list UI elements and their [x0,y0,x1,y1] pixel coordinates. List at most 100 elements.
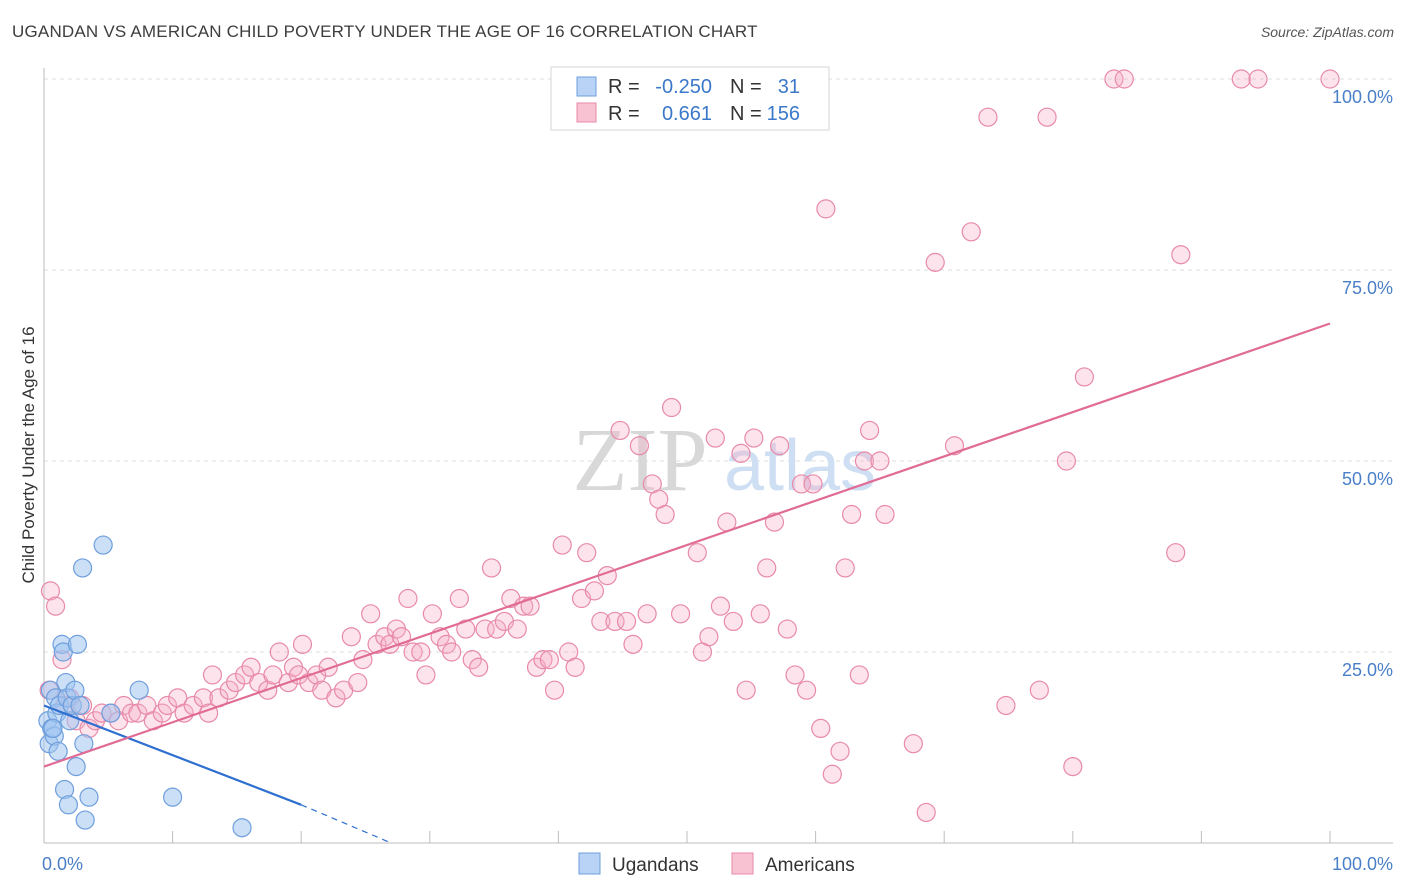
american-point [577,543,597,563]
american-point [269,642,289,662]
watermark-zip: ZIP [573,411,708,510]
american-point [45,596,66,616]
y-tick-label: 75.0% [1342,278,1393,298]
legend-r-ugandans: -0.250 [655,76,712,98]
ugandan-point [232,818,252,838]
american-point [318,657,338,677]
ugandan-point [75,810,95,830]
legend: R = -0.250 N = 31 R = 0.661 N = 156 [550,66,830,131]
american-point [292,634,313,654]
legend-n-label: N = [730,76,762,98]
american-point [835,558,855,578]
y-tick-label: 25.0% [1342,660,1393,680]
bottom-legend-americans: Americans [765,855,855,876]
legend-swatch-ugandans [576,76,597,97]
american-point [1104,69,1124,89]
y-tick-label: 100.0% [1332,87,1393,107]
legend-n-ugandans: 31 [778,76,800,98]
american-point [860,420,880,441]
american-point [978,107,998,127]
ugandan-point [70,695,90,716]
american-point [710,596,731,616]
chart-title: UGANDAN VS AMERICAN CHILD POVERTY UNDER … [12,22,758,41]
american-point [796,680,817,700]
american-point [723,611,743,632]
american-trend-line [43,322,1331,768]
american-point [605,611,625,632]
american-point [442,642,462,662]
american-point [996,695,1016,716]
ugandan-point [58,795,79,815]
axes [43,68,1393,844]
ugandan-point [129,680,149,700]
bottom-legend: Ugandans Americans [578,852,855,876]
american-point [487,619,507,639]
american-point [403,642,423,662]
legend-r-americans: 0.661 [662,103,712,125]
american-point [816,199,836,219]
legend-n-americans: 156 [767,103,800,125]
series-ugandans [38,535,252,838]
american-point [750,604,770,624]
american-point [842,504,862,525]
american-point [637,604,657,624]
american-point [1074,367,1094,387]
american-point [469,657,489,677]
american-point [849,665,869,685]
american-point [539,650,559,670]
ugandan-point [67,634,88,654]
grid-lines [44,78,1393,653]
ugandan-point [72,558,93,578]
american-point [830,741,850,761]
american-point [670,604,691,624]
american-point [507,619,527,639]
american-point [462,650,482,670]
american-point [1248,69,1268,89]
legend-n-label: N = [730,103,762,125]
american-point [705,428,725,448]
american-point [565,657,585,677]
ugandan-trend-line [43,704,302,806]
source-note: Source: ZipAtlas.com [1260,24,1394,40]
series-americans [39,69,1340,823]
american-point [398,588,418,609]
american-point [731,443,751,463]
american-point [552,535,572,555]
american-point [121,703,142,723]
american-point [1037,107,1057,127]
american-point [193,688,214,708]
american-point [263,665,283,685]
ugandan-point [101,703,121,723]
american-point [422,604,442,624]
american-point [481,558,502,578]
american-point [1231,69,1251,89]
american-point [854,451,875,471]
ugandan-point [163,787,183,807]
american-point [361,604,381,624]
american-point [157,695,178,716]
american-point [687,543,707,563]
american-point [202,665,223,685]
american-point [326,688,346,708]
american-point [699,627,719,647]
american-point [744,428,764,448]
american-point [475,619,495,639]
legend-box [550,66,830,131]
watermark: ZIP atlas [573,411,877,510]
american-point [811,718,831,739]
ugandan-point [93,535,113,555]
american-point [870,451,890,471]
american-point [411,642,431,662]
ugandan-point [48,741,68,761]
ugandan-point [66,756,86,777]
tick-labels: 25.0% 50.0% 75.0% 100.0% 0.0% 100.0% [42,87,1393,874]
american-point [1056,451,1076,471]
american-point [769,436,790,456]
american-point [777,619,797,639]
american-point [785,665,805,685]
legend-r-label: R = [608,76,640,98]
american-point [655,504,675,525]
american-point [736,680,756,700]
american-point [757,558,777,578]
